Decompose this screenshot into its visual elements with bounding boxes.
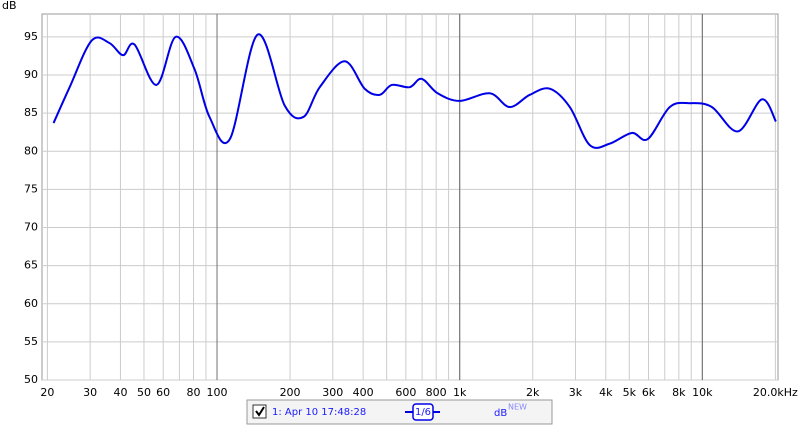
x-tick-label: 600	[395, 386, 416, 399]
x-tick-label: 40	[113, 386, 127, 399]
x-tick-label: 800	[426, 386, 447, 399]
check-mark	[255, 406, 265, 417]
x-tick-label: 30	[83, 386, 97, 399]
plot-area	[41, 13, 779, 381]
smoothing: 1/6	[415, 407, 431, 418]
y-tick-label: 50	[24, 373, 38, 386]
x-tick-label: 3k	[569, 386, 583, 399]
grid: 50 55 60 65 70 75 80 85 90 95 20 30 40 50 60 80 100 200 30…	[24, 14, 798, 399]
x-tick-label: 6k	[642, 386, 656, 399]
y-tick-label: 75	[24, 182, 38, 195]
x-tick-label: 20.0kHz	[753, 386, 798, 399]
x-tick-label: 80	[187, 386, 201, 399]
x-tick-label: 10k	[692, 386, 713, 399]
y-tick-label: 70	[24, 221, 38, 234]
x-tick-label: 100	[207, 386, 228, 399]
x-tick-label: 200	[280, 386, 301, 399]
y-tick-label: 65	[24, 259, 38, 272]
smoothing-box[interactable]	[412, 403, 434, 421]
x-tick-label: 300	[322, 386, 343, 399]
x-tick-label: 1k	[453, 386, 467, 399]
x-tick-label: 2k	[526, 386, 540, 399]
x-tick-label: 4k	[599, 386, 613, 399]
response-line	[52, 33, 777, 149]
legend	[246, 399, 553, 425]
x-tick-label: 60	[156, 386, 170, 399]
y-tick-label: 80	[24, 144, 38, 157]
y-axis-label: dB	[2, 0, 17, 12]
y-tick-label: 55	[24, 335, 38, 348]
y-tick-label: 60	[24, 297, 38, 310]
y-tick-label: 85	[24, 106, 38, 119]
legend-entry[interactable]: 1: Apr 10 17:48:28	[272, 407, 366, 418]
x-tick-label: 400	[353, 386, 374, 399]
y-tick-label: 90	[24, 68, 38, 81]
y-tick-label: 95	[24, 30, 38, 43]
unit: dB	[494, 408, 507, 419]
x-tick-label: 5k	[623, 386, 637, 399]
x-tick-label: 50	[137, 386, 151, 399]
marks	[52, 33, 777, 149]
x-tick-label: 8k	[672, 386, 686, 399]
x-tick-label: 20	[40, 386, 54, 399]
badge: NEW	[508, 403, 527, 412]
